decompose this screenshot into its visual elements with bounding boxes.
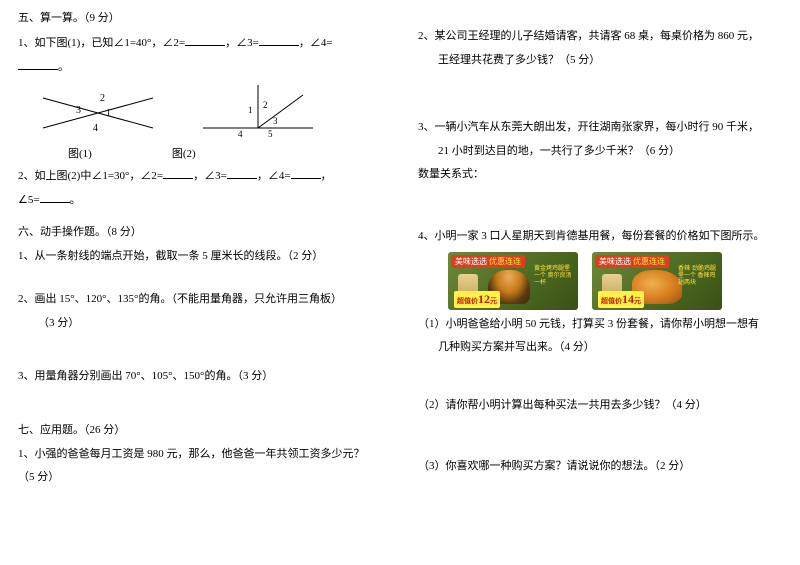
q7-1b: （5 分）: [18, 469, 382, 487]
text: 超值价: [457, 297, 478, 305]
q6-1: 1、从一条射线的端点开始，截取一条 5 厘米长的线段。（2 分）: [18, 248, 382, 266]
blank: [40, 191, 70, 203]
text: 美味选选: [455, 257, 487, 266]
q7-2b: 王经理共花费了多少钱？（5 分）: [418, 52, 782, 70]
q6-3: 3、用量角器分别画出 70°、105°、150°的角。（3 分）: [18, 368, 382, 386]
fig1-lbl-4: 4: [93, 123, 98, 134]
fig2-lbl-5: 5: [268, 129, 273, 139]
promo-price: 超值价14元: [598, 291, 644, 308]
q4-1a: （1）小明爸爸给小明 50 元钱，打算买 3 份套餐，请你帮小明想一想有: [418, 316, 782, 334]
blank: [163, 167, 193, 179]
fig2-lbl-3: 3: [273, 116, 278, 126]
text: 1、如下图(1)，已知∠1=40°，∠2=: [18, 37, 185, 49]
figures: 2 3 1 4 1 2 3 4 5: [38, 83, 382, 143]
promo-desc: 黄金烤鸡腿堡一个 奥尔良汤一杯: [534, 266, 574, 288]
text: 超值价: [601, 297, 622, 305]
fig1-caption: 图(1): [68, 145, 92, 161]
q7-2a: 2、某公司王经理的儿子结婚请客，共请客 68 桌，每桌价格为 860 元，: [418, 28, 782, 46]
q5-2b: ∠5= 。: [18, 191, 382, 210]
q6-2b: （3 分）: [18, 315, 382, 333]
blank: [291, 167, 321, 179]
q4-1b: 几种购买方案并写出来。（4 分）: [418, 339, 782, 357]
promo-images: 美味选选 优惠连连 黄金烤鸡腿堡一个 奥尔良汤一杯 超值价12元 美味选选 优惠…: [448, 252, 782, 310]
fig1-lbl-1: 1: [106, 108, 111, 119]
blank: [227, 167, 257, 179]
q7-1a: 1、小强的爸爸每月工资是 980 元，那么，他爸爸一年共领工资多少元？: [18, 446, 382, 464]
text: 元: [634, 297, 641, 305]
price-num: 12: [478, 292, 490, 306]
section6-title: 六、动手操作题。（8 分）: [18, 224, 382, 242]
text: ，∠3=: [225, 37, 259, 49]
q5-1b: 。: [18, 58, 382, 77]
figure-2: 1 2 3 4 5: [198, 83, 318, 143]
q7-4: 4、小明一家 3 口人星期天到肯德基用餐，每份套餐的价格如下图所示。: [418, 228, 782, 246]
promo-2: 美味选选 优惠连连 香辣·劲脆鸡腿堡一个 香辣鸡翅两块 超值价14元: [592, 252, 722, 310]
fig1-lbl-2: 2: [100, 93, 105, 104]
text: ，∠4=: [257, 170, 291, 182]
text: 。: [70, 194, 81, 206]
promo-banner: 美味选选 优惠连连: [595, 255, 669, 268]
promo-price: 超值价12元: [454, 291, 500, 308]
promo-desc: 香辣·劲脆鸡腿堡一个 香辣鸡翅两块: [678, 266, 718, 288]
q6-2a: 2、画出 15°、120°、135°的角。（不能用量角器，只允许用三角板）: [18, 291, 382, 309]
text: 。: [58, 61, 69, 73]
price-num: 14: [622, 292, 634, 306]
fig2-lbl-2: 2: [263, 100, 268, 110]
text: ∠5=: [18, 194, 40, 206]
q5-1: 1、如下图(1)，已知∠1=40°，∠2= ，∠3= ，∠4=: [18, 34, 382, 53]
figure-captions: 图(1) 图(2): [68, 145, 382, 161]
fig2-caption: 图(2): [172, 145, 196, 161]
text: 优惠连连: [489, 257, 521, 266]
q7-3c: 数量关系式：: [418, 166, 782, 184]
fig2-lbl-4: 4: [238, 129, 243, 139]
text: ，∠4=: [299, 37, 333, 49]
blank: [185, 34, 225, 46]
section7-title: 七、应用题。（26 分）: [18, 422, 382, 440]
text: ，: [321, 170, 332, 182]
blank: [18, 58, 58, 70]
text: ，∠3=: [193, 170, 227, 182]
promo-1: 美味选选 优惠连连 黄金烤鸡腿堡一个 奥尔良汤一杯 超值价12元: [448, 252, 578, 310]
q5-2: 2、如上图(2)中∠1=30°，∠2= ，∠3= ，∠4= ，: [18, 167, 382, 186]
text: 元: [490, 297, 497, 305]
text: 美味选选: [599, 257, 631, 266]
q7-3b: 21 小时到达目的地，一共行了多少千米？（6 分）: [418, 143, 782, 161]
promo-banner: 美味选选 优惠连连: [451, 255, 525, 268]
figure-1: 2 3 1 4: [38, 83, 158, 143]
q4-2: （2）请你帮小明计算出每种买法一共用去多少钱？（4 分）: [418, 397, 782, 415]
fig1-lbl-3: 3: [76, 105, 81, 116]
blank: [259, 34, 299, 46]
text: 2、如上图(2)中∠1=30°，∠2=: [18, 170, 163, 182]
text: 优惠连连: [633, 257, 665, 266]
fig2-lbl-1: 1: [248, 105, 253, 115]
q4-3: （3）你喜欢哪一种购买方案？请说说你的想法。（2 分）: [418, 458, 782, 476]
q7-3a: 3、一辆小汽车从东莞大朗出发，开往湖南张家界，每小时行 90 千米，: [418, 119, 782, 137]
section5-title: 五、算一算。（9 分）: [18, 10, 382, 28]
